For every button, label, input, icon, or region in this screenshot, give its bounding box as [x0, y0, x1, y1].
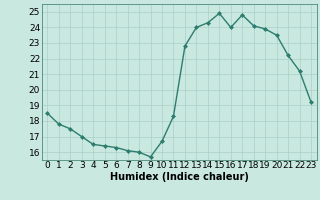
X-axis label: Humidex (Indice chaleur): Humidex (Indice chaleur) — [110, 172, 249, 182]
